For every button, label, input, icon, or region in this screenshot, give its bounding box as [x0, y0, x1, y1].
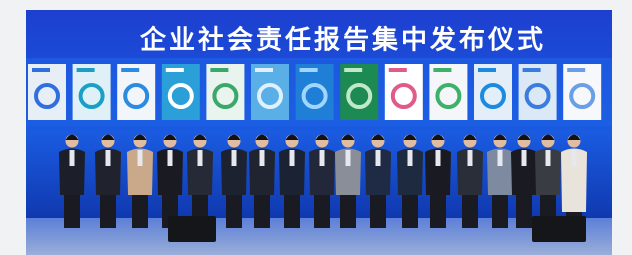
cover-heading	[523, 68, 541, 72]
cover-heading	[77, 68, 95, 72]
person-shirt	[572, 150, 577, 166]
cover-heading	[121, 68, 139, 72]
person-legs	[314, 190, 330, 228]
person-legs	[430, 190, 446, 228]
person-shirt	[138, 150, 143, 166]
report-cover	[474, 64, 512, 120]
person-shirt	[290, 150, 295, 166]
person-shirt	[346, 150, 351, 166]
report-cover	[385, 64, 423, 120]
person-legs	[100, 190, 116, 228]
person-legs	[284, 190, 300, 228]
page: 企业社会责任报告集中发布仪式 (() => { const data = JSO…	[0, 0, 632, 255]
person-shirt	[498, 150, 503, 166]
cover-heading	[344, 68, 362, 72]
cover-heading	[32, 68, 50, 72]
banner-title: 企业社会责任报告集中发布仪式	[140, 25, 546, 56]
report-cover	[73, 64, 111, 120]
person-shirt	[232, 150, 237, 166]
person-shirt	[168, 150, 173, 166]
person-shirt	[70, 150, 75, 166]
cover-heading	[478, 68, 496, 72]
report-cover	[340, 64, 378, 120]
person-legs	[226, 190, 242, 228]
report-cover	[206, 64, 244, 120]
person-legs	[462, 190, 478, 228]
cover-heading	[255, 68, 273, 72]
report-cover	[162, 64, 200, 120]
person-legs	[64, 190, 80, 228]
photo: 企业社会责任报告集中发布仪式	[0, 0, 632, 255]
person-shirt	[522, 150, 527, 166]
cover-heading	[567, 68, 585, 72]
stage-speaker	[532, 216, 586, 242]
stage-speaker	[168, 216, 216, 242]
report-cover	[563, 64, 601, 120]
person-legs	[132, 190, 148, 228]
person-shirt	[436, 150, 441, 166]
person-shirt	[106, 150, 111, 166]
person-legs	[340, 190, 356, 228]
person-shirt	[260, 150, 265, 166]
report-cover	[519, 64, 557, 120]
cover-heading	[210, 68, 228, 72]
report-cover	[429, 64, 467, 120]
person-shirt	[408, 150, 413, 166]
report-cover	[117, 64, 155, 120]
cover-heading	[166, 68, 184, 72]
person-legs	[492, 190, 508, 228]
person-legs	[402, 190, 418, 228]
cover-heading	[389, 68, 407, 72]
report-cover	[28, 64, 66, 120]
cover-heading	[433, 68, 451, 72]
person-shirt	[198, 150, 203, 166]
report-cover	[251, 64, 289, 120]
cover-heading	[300, 68, 318, 72]
report-cover	[296, 64, 334, 120]
person-shirt	[546, 150, 551, 166]
person-legs	[516, 190, 532, 228]
person-shirt	[376, 150, 381, 166]
person-shirt	[320, 150, 325, 166]
person-legs	[254, 190, 270, 228]
person-shirt	[468, 150, 473, 166]
person-legs	[370, 190, 386, 228]
